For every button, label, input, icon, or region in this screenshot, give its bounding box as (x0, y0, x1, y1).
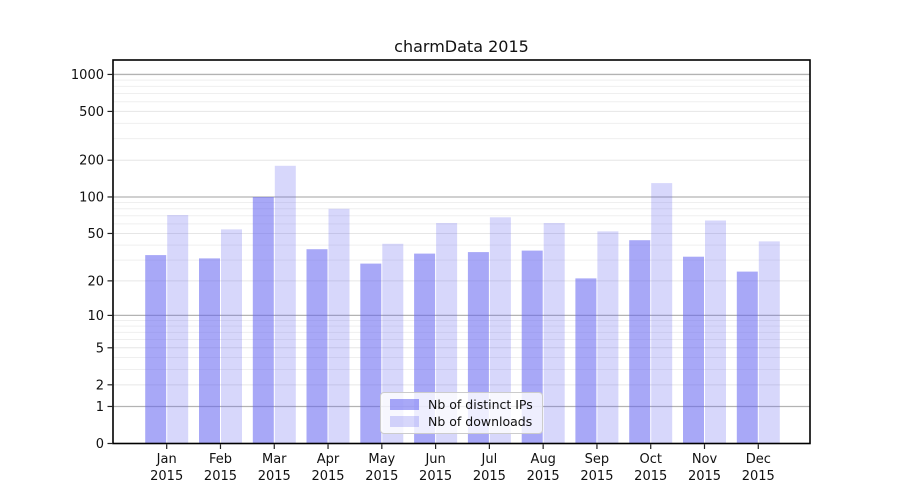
y-tick-label: 20 (87, 274, 104, 289)
x-tick-label-month: Oct (639, 452, 661, 467)
legend-swatch-downloads (390, 416, 419, 428)
x-tick-label-month: Aug (530, 452, 555, 467)
x-tick-label-month: Jan (156, 452, 177, 467)
bar-ips-sep (575, 278, 597, 444)
bar-downloads-nov (705, 220, 726, 444)
x-tick-label-month: Jul (481, 452, 498, 467)
bar-downloads-oct (651, 183, 673, 444)
y-tick-label: 0 (96, 437, 104, 452)
bar-ips-jan (145, 255, 167, 444)
x-tick-label-year: 2015 (527, 469, 560, 484)
legend: Nb of distinct IPs Nb of downloads (380, 392, 543, 434)
bar-ips-oct (629, 240, 651, 444)
x-tick-label-year: 2015 (580, 469, 613, 484)
bar-downloads-jul (489, 217, 511, 444)
bar-ips-may (360, 263, 382, 444)
x-tick-label-month: Apr (317, 452, 340, 467)
chart-title: charmData 2015 (394, 37, 529, 56)
bar-ips-apr (306, 249, 328, 444)
bar-downloads-apr (328, 208, 350, 444)
y-tick-label: 1 (96, 400, 104, 415)
x-tick-label-year: 2015 (204, 469, 237, 484)
legend-label-downloads: Nb of downloads (428, 414, 533, 430)
x-tick-label-year: 2015 (311, 469, 344, 484)
y-tick-label: 5 (96, 341, 104, 356)
bar-downloads-mar (274, 165, 296, 444)
y-tick-label: 100 (79, 190, 104, 205)
plot-border (112, 59, 811, 445)
bar-downloads-jan (167, 215, 189, 444)
x-tick-label-month: Dec (746, 452, 771, 467)
bar-ips-feb (199, 258, 220, 444)
x-tick-label-year: 2015 (150, 469, 183, 484)
bar-ips-mar (252, 197, 274, 444)
bar-downloads-aug (543, 223, 565, 444)
legend-swatch-distinct-ips (390, 398, 419, 410)
y-tick-label: 1000 (71, 68, 104, 83)
x-tick-label-year: 2015 (742, 469, 775, 484)
y-tick-label: 2 (96, 378, 104, 393)
x-tick-label-month: Feb (209, 452, 232, 467)
x-tick-label-month: Nov (692, 452, 718, 467)
y-tick-label: 200 (79, 154, 104, 169)
x-tick-label-month: Sep (585, 452, 610, 467)
x-tick-label-year: 2015 (365, 469, 398, 484)
y-tick-label: 10 (87, 309, 104, 324)
bar-downloads-dec (758, 241, 780, 444)
bar-ips-nov (683, 256, 704, 444)
bar-ips-dec (736, 271, 758, 444)
x-tick-label-year: 2015 (473, 469, 506, 484)
x-tick-label-year: 2015 (634, 469, 667, 484)
x-tick-label-month: May (368, 452, 395, 467)
x-tick-label-year: 2015 (688, 469, 721, 484)
x-tick-label-month: Mar (262, 452, 287, 467)
x-tick-label-year: 2015 (258, 469, 291, 484)
bar-downloads-jun (436, 223, 458, 444)
x-tick-label-month: Jun (424, 452, 445, 467)
legend-item-downloads: Nb of downloads (390, 414, 533, 429)
legend-item-distinct-ips: Nb of distinct IPs (390, 397, 533, 412)
bar-downloads-sep (597, 231, 619, 444)
y-tick-label: 500 (79, 105, 104, 120)
x-tick-label-year: 2015 (419, 469, 452, 484)
legend-label-distinct-ips: Nb of distinct IPs (428, 396, 533, 412)
y-tick-label: 50 (87, 227, 104, 242)
bar-downloads-feb (221, 229, 242, 444)
